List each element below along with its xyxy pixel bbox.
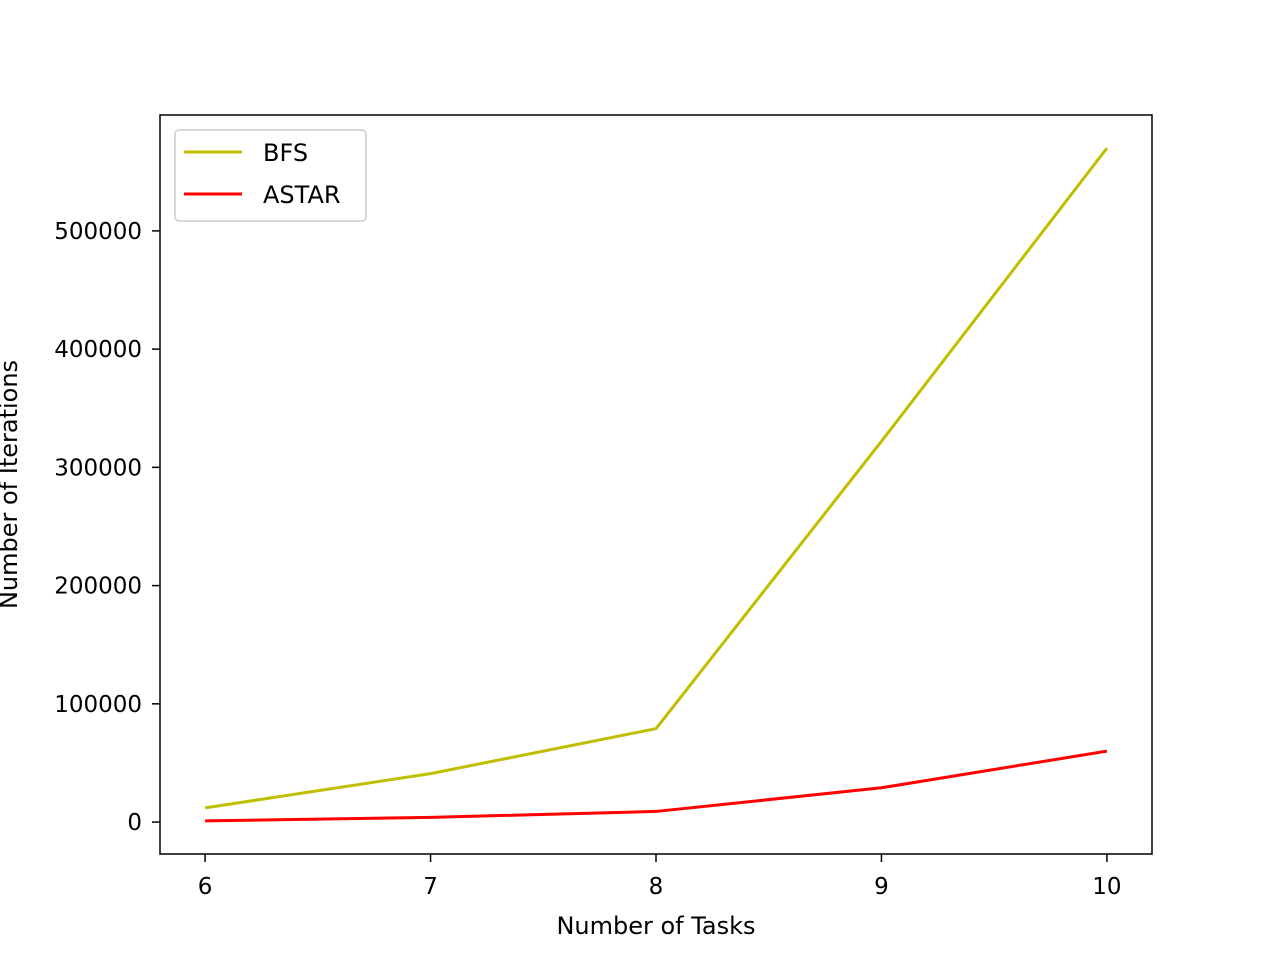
x-tick-label: 10 (1092, 874, 1121, 900)
x-tick-label: 8 (649, 874, 664, 900)
series-line-astar (205, 749, 1108, 823)
y-tick-label: 300000 (54, 455, 142, 481)
x-tick-label: 7 (423, 874, 438, 900)
legend-label-bfs: BFS (263, 139, 308, 167)
y-axis-label: Number of Iterations (0, 360, 23, 609)
x-axis-ticks: 6 7 8 9 10 (198, 854, 1122, 900)
y-tick-label: 400000 (54, 337, 142, 363)
series-layer (204, 147, 1109, 823)
y-tick-label: 200000 (54, 574, 142, 600)
x-axis-label: Number of Tasks (556, 912, 755, 940)
legend-label-astar: ASTAR (263, 181, 341, 209)
y-tick-label: 0 (127, 810, 142, 836)
y-axis-ticks: 0 100000 200000 300000 400000 500000 (54, 219, 160, 836)
x-tick-label: 6 (198, 874, 213, 900)
series-line-bfs (204, 147, 1109, 810)
y-tick-label: 100000 (54, 692, 142, 718)
y-tick-label: 500000 (54, 219, 142, 245)
x-tick-label: 9 (874, 874, 889, 900)
legend: BFS ASTAR (174, 129, 367, 222)
